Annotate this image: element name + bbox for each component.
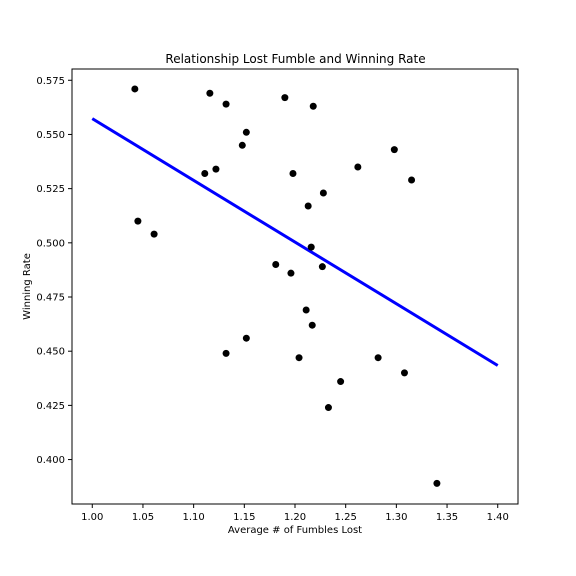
x-tick-label: 1.35 (436, 512, 458, 523)
y-tick-label: 0.525 (36, 184, 65, 195)
x-axis: 1.00 1.05 1.10 1.15 1.20 1.25 1.30 1.35 1.40 (81, 504, 509, 523)
data-point (302, 306, 310, 314)
y-tick-label: 0.550 (36, 130, 65, 141)
chart-title: Relationship Lost Fumble and Winning Rat… (165, 52, 425, 66)
data-point (206, 89, 214, 97)
data-point (287, 269, 295, 277)
x-tick-label: 1.25 (335, 512, 357, 523)
trend-line (91, 117, 499, 367)
y-tick-label: 0.400 (36, 455, 65, 466)
scatter-points (131, 85, 441, 487)
data-point (238, 141, 246, 149)
data-point (281, 94, 289, 102)
data-point (433, 479, 441, 487)
data-point (304, 202, 312, 210)
data-point (222, 349, 230, 357)
data-point (242, 128, 250, 136)
x-tick-label: 1.00 (81, 512, 103, 523)
data-point (374, 354, 382, 362)
data-point (295, 354, 303, 362)
x-tick-label: 1.15 (233, 512, 255, 523)
data-point (289, 169, 297, 177)
y-tick-label: 0.575 (36, 76, 65, 87)
y-axis-label: Winning Rate (22, 253, 33, 320)
data-point (212, 165, 220, 173)
x-tick-label: 1.40 (487, 512, 509, 523)
x-axis-label: Average # of Fumbles Lost (228, 525, 362, 536)
data-point (319, 189, 327, 197)
data-point (272, 261, 280, 269)
data-point (324, 404, 332, 412)
data-point (131, 85, 139, 93)
x-tick-label: 1.05 (132, 512, 154, 523)
data-point (337, 378, 345, 386)
x-tick-label: 1.10 (183, 512, 205, 523)
y-tick-label: 0.475 (36, 293, 65, 304)
y-tick-label: 0.500 (36, 238, 65, 249)
data-point (307, 243, 315, 251)
x-tick-label: 1.30 (385, 512, 407, 523)
data-point (318, 263, 326, 271)
data-point (408, 176, 416, 184)
data-point (354, 163, 362, 171)
data-point (222, 100, 230, 108)
data-point (134, 217, 142, 225)
data-point (309, 102, 317, 110)
trend-line-group (91, 117, 499, 367)
y-tick-label: 0.450 (36, 347, 65, 358)
data-point (390, 146, 398, 154)
y-axis: 0.400 0.425 0.450 0.475 0.500 0.525 0.550 0.575 (36, 76, 72, 466)
data-point (150, 230, 158, 238)
data-point (242, 334, 250, 342)
y-tick-label: 0.425 (36, 401, 65, 412)
x-tick-label: 1.20 (284, 512, 306, 523)
data-point (400, 369, 408, 377)
data-point (308, 321, 316, 329)
data-point (201, 169, 209, 177)
